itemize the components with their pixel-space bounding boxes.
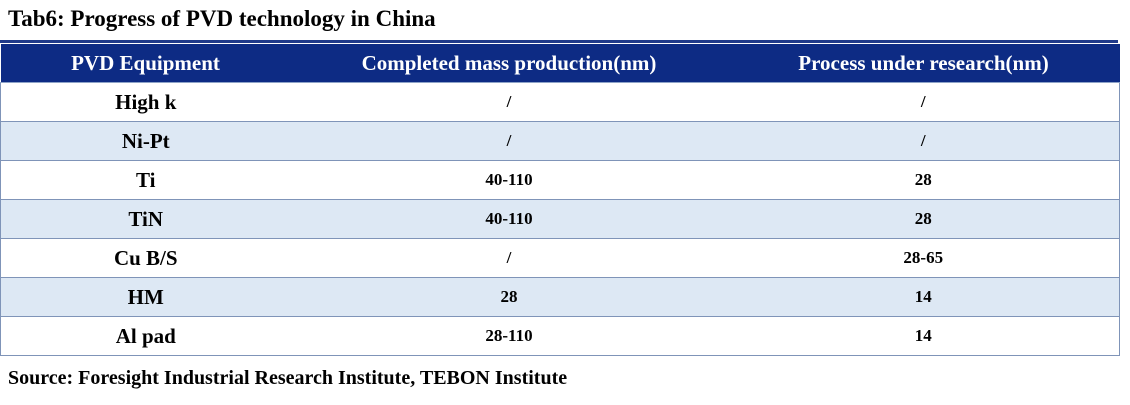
equipment-cell: Ti xyxy=(0,160,291,200)
table-row: Ni-Pt / / xyxy=(0,121,1120,161)
mass-production-cell: 28 xyxy=(290,277,728,317)
mass-production-cell: / xyxy=(290,82,728,122)
equipment-cell: Cu B/S xyxy=(0,238,291,278)
under-research-cell: / xyxy=(727,82,1120,122)
mass-production-cell: 28-110 xyxy=(290,316,728,356)
under-research-cell: / xyxy=(727,121,1120,161)
under-research-cell: 28-65 xyxy=(727,238,1120,278)
mass-production-cell: / xyxy=(290,238,728,278)
equipment-cell: HM xyxy=(0,277,291,317)
header-cell-mass-production: Completed mass production(nm) xyxy=(290,44,728,83)
mass-production-cell: / xyxy=(290,121,728,161)
source-note: Source: Foresight Industrial Research In… xyxy=(8,367,568,389)
equipment-cell: High k xyxy=(0,82,291,122)
equipment-cell: TiN xyxy=(0,199,291,239)
table-row: High k / / xyxy=(0,82,1120,122)
header-row: PVD Equipment Completed mass production(… xyxy=(0,44,1120,83)
table-row: Cu B/S / 28-65 xyxy=(0,238,1120,278)
header-cell-equipment: PVD Equipment xyxy=(0,44,291,83)
under-research-cell: 14 xyxy=(727,316,1120,356)
equipment-cell: Al pad xyxy=(0,316,291,356)
equipment-cell: Ni-Pt xyxy=(0,121,291,161)
table-row: TiN 40-110 28 xyxy=(0,199,1120,239)
pvd-progress-table: PVD Equipment Completed mass production(… xyxy=(0,44,1120,356)
under-research-cell: 28 xyxy=(727,199,1120,239)
mass-production-cell: 40-110 xyxy=(290,160,728,200)
table-row: Al pad 28-110 14 xyxy=(0,316,1120,356)
header-cell-under-research: Process under research(nm) xyxy=(727,44,1120,83)
under-research-cell: 28 xyxy=(727,160,1120,200)
table-row: HM 28 14 xyxy=(0,277,1120,317)
table-title: Tab6: Progress of PVD technology in Chin… xyxy=(8,6,436,31)
title-divider xyxy=(0,40,1118,43)
mass-production-cell: 40-110 xyxy=(290,199,728,239)
under-research-cell: 14 xyxy=(727,277,1120,317)
table-row: Ti 40-110 28 xyxy=(0,160,1120,200)
